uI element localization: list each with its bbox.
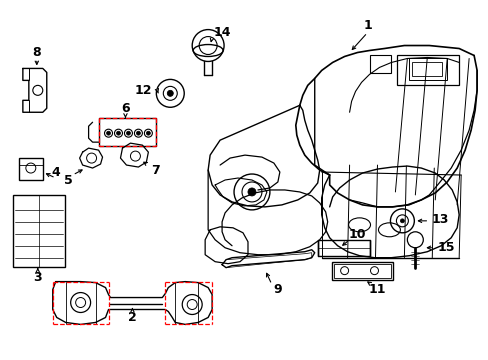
Text: 9: 9 — [273, 283, 282, 296]
Circle shape — [146, 131, 150, 135]
Circle shape — [247, 188, 255, 196]
Bar — [408, 58, 447, 80]
Text: 1: 1 — [363, 19, 371, 32]
Text: 6: 6 — [121, 102, 129, 115]
Bar — [317, 240, 369, 256]
Circle shape — [167, 90, 173, 96]
Text: 2: 2 — [128, 311, 137, 324]
Bar — [331, 262, 393, 280]
Text: 3: 3 — [33, 271, 42, 284]
Circle shape — [116, 131, 120, 135]
Bar — [99, 118, 156, 146]
Bar — [13, 195, 64, 267]
Text: 10: 10 — [348, 228, 366, 241]
Text: 12: 12 — [135, 84, 152, 97]
Text: 7: 7 — [151, 163, 160, 176]
Circle shape — [136, 131, 140, 135]
Text: 13: 13 — [430, 213, 447, 226]
Circle shape — [400, 219, 404, 223]
Bar — [369, 55, 390, 73]
Circle shape — [126, 131, 130, 135]
Bar — [397, 55, 458, 85]
Text: 11: 11 — [368, 283, 386, 296]
Text: 5: 5 — [64, 174, 73, 186]
Text: 4: 4 — [51, 166, 60, 179]
Bar — [333, 264, 390, 278]
Bar — [411, 62, 441, 76]
Text: 15: 15 — [436, 241, 454, 254]
Text: 8: 8 — [32, 46, 41, 59]
Circle shape — [106, 131, 110, 135]
Bar — [19, 158, 42, 180]
Text: 14: 14 — [213, 26, 230, 39]
